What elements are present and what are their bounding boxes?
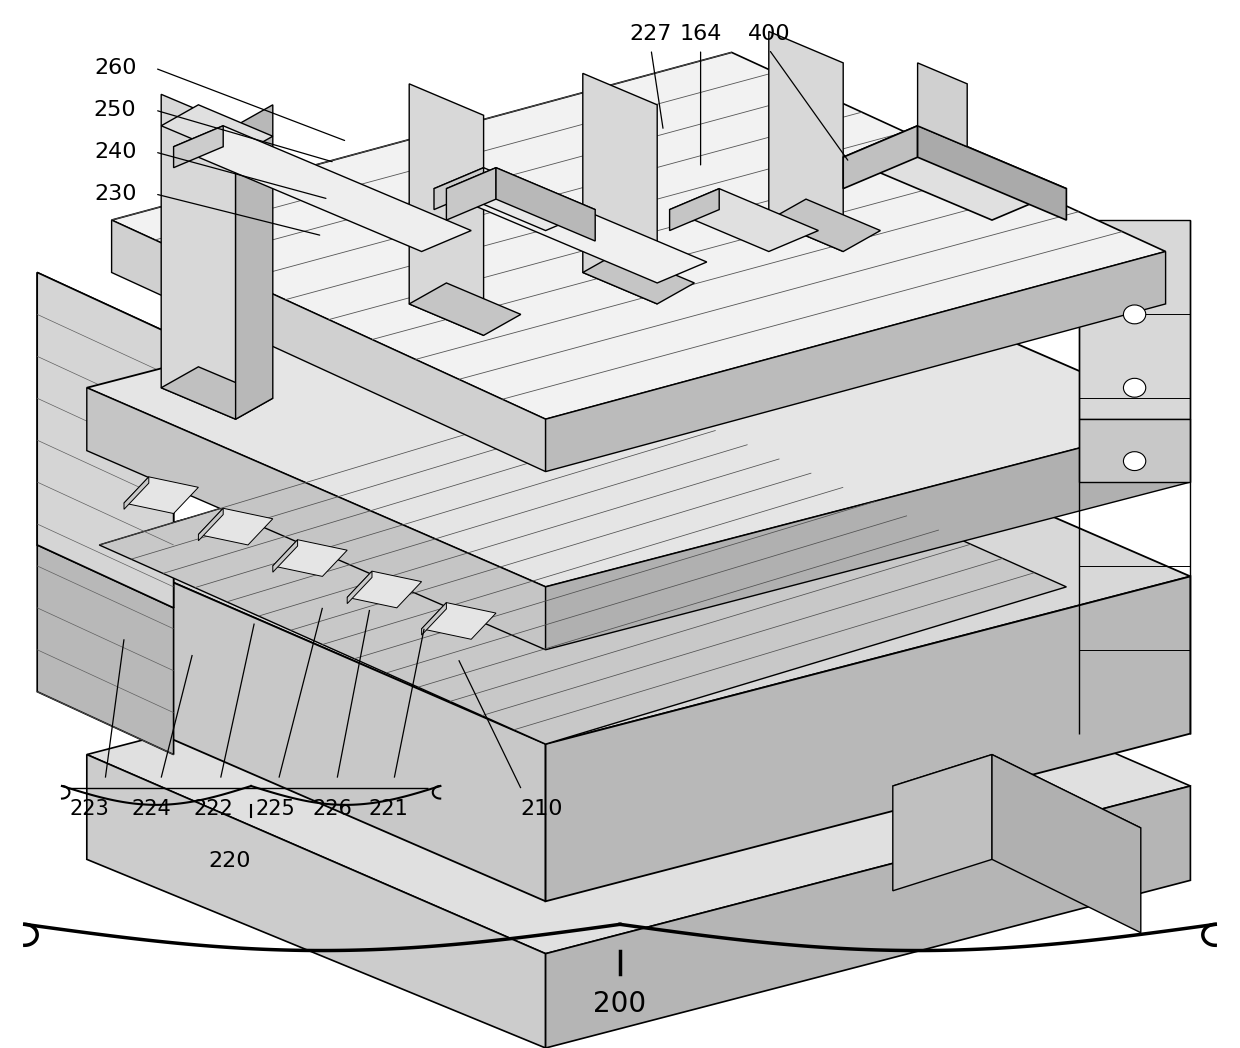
Polygon shape <box>769 31 843 252</box>
Text: 224: 224 <box>131 799 171 818</box>
Polygon shape <box>670 189 719 231</box>
Polygon shape <box>918 63 967 147</box>
Polygon shape <box>87 388 546 650</box>
Polygon shape <box>87 755 546 1048</box>
Polygon shape <box>546 576 1190 901</box>
Polygon shape <box>37 272 174 608</box>
Text: 227: 227 <box>630 24 672 44</box>
Circle shape <box>1123 378 1146 397</box>
Polygon shape <box>496 168 595 241</box>
Polygon shape <box>434 168 484 210</box>
Polygon shape <box>273 540 298 572</box>
Polygon shape <box>670 189 818 252</box>
Polygon shape <box>843 126 1066 220</box>
Polygon shape <box>583 252 694 304</box>
Polygon shape <box>37 272 174 608</box>
Polygon shape <box>843 126 918 189</box>
Polygon shape <box>174 126 471 252</box>
Text: 226: 226 <box>312 799 352 818</box>
Text: 225: 225 <box>255 799 295 818</box>
Polygon shape <box>236 105 273 419</box>
Polygon shape <box>546 786 1190 1048</box>
Polygon shape <box>347 571 372 604</box>
Text: 230: 230 <box>94 183 136 204</box>
Text: 164: 164 <box>680 24 722 44</box>
Text: 260: 260 <box>94 58 136 79</box>
Polygon shape <box>87 377 1190 744</box>
Polygon shape <box>409 283 521 335</box>
Polygon shape <box>409 84 484 335</box>
Polygon shape <box>446 168 496 220</box>
Polygon shape <box>87 220 1190 587</box>
Polygon shape <box>99 388 1066 744</box>
Polygon shape <box>198 508 223 541</box>
Polygon shape <box>422 603 446 635</box>
Polygon shape <box>87 587 1190 954</box>
Polygon shape <box>174 126 223 168</box>
Polygon shape <box>161 94 236 419</box>
Polygon shape <box>992 755 1141 933</box>
Polygon shape <box>87 545 546 901</box>
Text: 223: 223 <box>69 799 109 818</box>
Circle shape <box>1123 452 1146 471</box>
Circle shape <box>1123 305 1146 324</box>
Text: 221: 221 <box>368 799 408 818</box>
Polygon shape <box>112 220 546 472</box>
Polygon shape <box>893 755 992 891</box>
Polygon shape <box>124 477 149 509</box>
Text: 220: 220 <box>208 851 250 871</box>
Text: 222: 222 <box>193 799 233 818</box>
Polygon shape <box>918 126 1066 220</box>
Polygon shape <box>769 199 880 252</box>
Polygon shape <box>124 477 198 514</box>
Text: 250: 250 <box>94 100 136 121</box>
Polygon shape <box>434 168 707 283</box>
Text: 200: 200 <box>594 990 646 1019</box>
Text: 400: 400 <box>748 24 790 44</box>
Text: 240: 240 <box>94 141 136 162</box>
Polygon shape <box>347 571 422 608</box>
Polygon shape <box>1079 220 1190 419</box>
Polygon shape <box>37 545 174 755</box>
Polygon shape <box>583 73 657 304</box>
Polygon shape <box>546 252 1166 472</box>
Polygon shape <box>1079 419 1190 482</box>
Polygon shape <box>422 603 496 639</box>
Polygon shape <box>273 540 347 576</box>
Polygon shape <box>446 168 595 231</box>
Polygon shape <box>198 508 273 545</box>
Text: 210: 210 <box>521 799 563 818</box>
Polygon shape <box>161 367 273 419</box>
Polygon shape <box>161 105 273 157</box>
Polygon shape <box>893 755 1141 859</box>
Polygon shape <box>546 419 1190 650</box>
Polygon shape <box>112 52 1166 419</box>
